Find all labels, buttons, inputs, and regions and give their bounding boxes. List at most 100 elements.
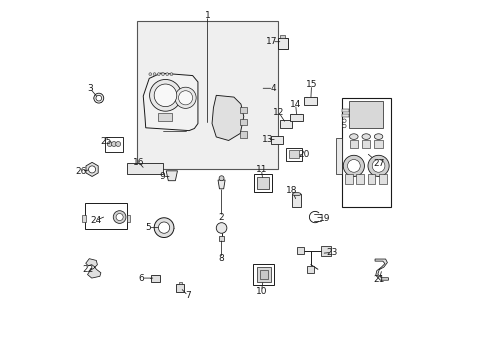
Text: 21: 21: [373, 275, 384, 284]
Text: 4: 4: [270, 84, 276, 93]
Text: 5: 5: [145, 223, 151, 232]
Ellipse shape: [361, 134, 370, 139]
Polygon shape: [218, 180, 224, 189]
Bar: [137, 21, 278, 170]
Circle shape: [116, 213, 123, 221]
Bar: [345, 174, 352, 184]
Circle shape: [158, 222, 169, 233]
Circle shape: [367, 155, 388, 176]
Text: 7: 7: [185, 291, 190, 300]
Text: 6: 6: [138, 274, 144, 283]
Text: 17: 17: [266, 37, 277, 46]
Circle shape: [216, 223, 226, 233]
Bar: [150, 275, 160, 282]
Bar: [257, 177, 269, 189]
Bar: [126, 215, 130, 222]
Text: 2: 2: [218, 212, 224, 221]
Polygon shape: [166, 171, 177, 181]
Polygon shape: [374, 259, 387, 280]
Circle shape: [175, 87, 196, 108]
Text: 27: 27: [372, 158, 384, 167]
Bar: [378, 174, 386, 184]
Text: 22: 22: [81, 265, 93, 274]
Text: 19: 19: [319, 213, 330, 222]
Ellipse shape: [349, 134, 357, 139]
Bar: [259, 270, 267, 279]
Circle shape: [161, 73, 164, 76]
Circle shape: [113, 211, 126, 224]
Bar: [240, 119, 246, 125]
Bar: [296, 247, 304, 254]
Ellipse shape: [292, 193, 300, 196]
Text: 23: 23: [325, 248, 337, 257]
Circle shape: [96, 95, 102, 101]
Bar: [218, 237, 224, 241]
Bar: [349, 140, 357, 148]
Bar: [374, 140, 382, 148]
Circle shape: [154, 84, 176, 107]
Bar: [158, 113, 171, 121]
Text: 15: 15: [305, 80, 317, 89]
Bar: [342, 109, 348, 112]
Bar: [240, 107, 246, 113]
Circle shape: [343, 155, 364, 176]
Bar: [321, 246, 330, 256]
Circle shape: [157, 73, 160, 76]
Circle shape: [111, 141, 116, 147]
Bar: [279, 120, 292, 128]
Text: 20: 20: [298, 150, 309, 159]
Bar: [367, 174, 375, 184]
Bar: [179, 282, 182, 284]
Text: 10: 10: [255, 287, 266, 296]
Bar: [356, 174, 364, 184]
Bar: [341, 98, 390, 207]
Bar: [176, 284, 183, 292]
Circle shape: [116, 141, 121, 147]
Circle shape: [165, 73, 168, 76]
Polygon shape: [85, 259, 101, 278]
Circle shape: [347, 159, 360, 172]
Bar: [304, 97, 317, 104]
Circle shape: [153, 73, 156, 76]
Bar: [336, 138, 341, 174]
Circle shape: [148, 73, 151, 76]
Bar: [253, 264, 274, 285]
Bar: [240, 131, 246, 138]
Circle shape: [219, 176, 224, 181]
Circle shape: [342, 119, 346, 122]
Text: 25: 25: [101, 138, 112, 147]
Circle shape: [149, 80, 181, 111]
Bar: [85, 203, 127, 229]
Circle shape: [170, 73, 173, 76]
Text: 16: 16: [133, 158, 144, 167]
Circle shape: [342, 124, 346, 128]
Bar: [348, 101, 383, 128]
Text: 3: 3: [87, 84, 93, 93]
Polygon shape: [86, 162, 98, 176]
Text: 13: 13: [261, 135, 273, 144]
Circle shape: [88, 166, 96, 173]
Circle shape: [371, 159, 384, 172]
Bar: [105, 137, 122, 152]
Bar: [306, 266, 314, 273]
Bar: [288, 150, 298, 158]
Circle shape: [154, 218, 174, 238]
Bar: [292, 194, 300, 207]
Bar: [361, 140, 370, 148]
Bar: [290, 114, 303, 121]
Bar: [277, 38, 287, 49]
Bar: [280, 35, 284, 38]
Circle shape: [107, 141, 112, 147]
Text: 24: 24: [90, 216, 101, 225]
Bar: [256, 267, 270, 282]
Text: 14: 14: [289, 100, 301, 109]
Text: 12: 12: [273, 108, 284, 117]
Circle shape: [178, 91, 192, 105]
Bar: [82, 215, 85, 222]
Text: 11: 11: [255, 165, 266, 174]
Text: 18: 18: [286, 186, 297, 195]
Text: 9: 9: [160, 172, 165, 181]
Bar: [253, 174, 272, 192]
Ellipse shape: [374, 134, 382, 139]
Bar: [342, 114, 348, 117]
